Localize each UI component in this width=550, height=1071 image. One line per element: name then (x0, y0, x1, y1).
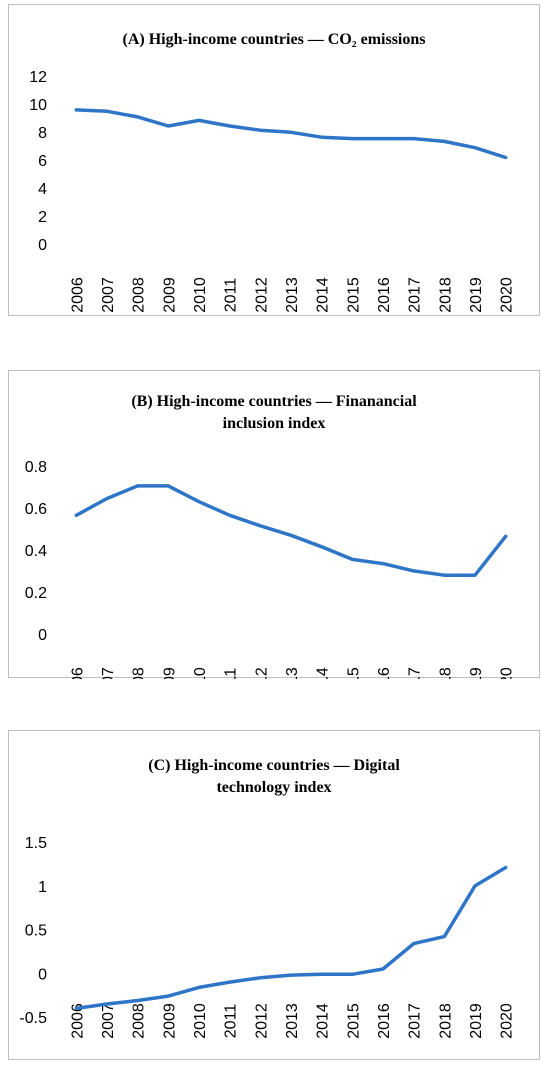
chart-panel-financial-inclusion: (B) High-income countries — Finanancial … (8, 370, 540, 679)
y-tick-label: 0 (38, 966, 47, 983)
y-tick-label: 2 (38, 209, 47, 226)
x-tick-label: 2016 (376, 667, 393, 679)
y-tick-label: 8 (38, 125, 47, 142)
x-tick-label: 2006 (69, 667, 86, 679)
x-tick-label: 2014 (315, 667, 332, 679)
x-tick-label: 2007 (100, 1003, 117, 1039)
chart-plot-financial-inclusion: 0 0.2 0.4 0.6 0.8 2006 2007 2008 2009 2010 2011 201… (25, 459, 516, 679)
x-tick-label: 2020 (499, 1003, 516, 1039)
series-line (74, 484, 508, 577)
x-tick-label: 2011 (223, 1004, 240, 1039)
chart-title-text: (B) High-income countries — Finanancial … (131, 393, 417, 432)
chart-plot-co2: 0 2 4 6 8 10 12 2006 2007 2008 2009 2010 2011 2012 201… (29, 69, 516, 313)
x-tick-label: 2008 (131, 277, 148, 313)
x-tick-label: 2016 (376, 277, 393, 313)
x-tick-label: 2014 (315, 1003, 332, 1039)
x-tick-label: 2014 (315, 277, 332, 313)
chart-title-text: (C) High-income countries — Digital tech… (148, 757, 400, 796)
x-tick-label: 2019 (468, 1003, 485, 1039)
y-tick-label: 1.5 (25, 835, 47, 852)
x-tick-label: 2007 (100, 277, 117, 313)
x-tick-label: 2015 (345, 1003, 362, 1039)
series-line (74, 865, 508, 1011)
chart-title-text: (A) High-income countries — CO₂ emission… (122, 31, 426, 48)
x-tick-label: 2013 (284, 667, 301, 679)
y-tick-label: 0 (38, 237, 47, 254)
y-tick-label: 10 (29, 97, 47, 114)
x-tick-label: 2006 (69, 277, 86, 313)
x-tick-label: 2012 (253, 667, 270, 679)
x-tick-label: 2020 (499, 667, 516, 679)
x-tick-label: 2017 (407, 277, 424, 313)
x-tick-label: 2019 (468, 667, 485, 679)
x-tick-label: 2020 (499, 277, 516, 313)
x-tick-label: 2012 (253, 277, 270, 313)
x-tick-label: 2019 (468, 277, 485, 313)
y-tick-label: 0.2 (25, 585, 47, 602)
x-tick-label: 2006 (69, 1003, 86, 1039)
series-line (74, 108, 508, 160)
chart-panel-digital-technology: (C) High-income countries — Digital tech… (8, 730, 540, 1060)
y-tick-label: 0.4 (25, 543, 47, 560)
y-tick-label: 0.6 (25, 501, 47, 518)
x-tick-label: 2008 (131, 667, 148, 679)
x-tick-label: 2018 (437, 667, 454, 679)
y-tick-label: -0.5 (19, 1010, 47, 1027)
x-tick-label: 2015 (345, 667, 362, 679)
chart-plot-digital-technology: -0.5 0 0.5 1 1.5 2006 2007 2008 2009 2010 2011 2012… (19, 835, 516, 1039)
x-tick-label: 2018 (437, 277, 454, 313)
x-tick-label: 2012 (253, 1003, 270, 1039)
x-tick-label: 2011 (223, 668, 240, 679)
x-tick-label: 2018 (437, 1003, 454, 1039)
x-tick-label: 2009 (161, 277, 178, 313)
x-tick-label: 2009 (161, 667, 178, 679)
x-tick-label: 2010 (192, 1003, 209, 1039)
y-tick-label: 4 (38, 181, 47, 198)
y-tick-label: 0.8 (25, 459, 47, 476)
x-tick-label: 2010 (192, 667, 209, 679)
x-tick-label: 2016 (376, 1003, 393, 1039)
x-tick-label: 2013 (284, 1003, 301, 1039)
x-tick-label: 2010 (192, 277, 209, 313)
x-tick-label: 2013 (284, 277, 301, 313)
chart-panel-co2: (A) High-income countries — CO₂ emission… (8, 4, 540, 316)
x-tick-label: 2007 (100, 667, 117, 679)
x-tick-label: 2017 (407, 1003, 424, 1039)
y-tick-label: 0.5 (25, 923, 47, 940)
chart-title: (B) High-income countries — Finanancial … (9, 391, 539, 435)
x-tick-label: 2017 (407, 667, 424, 679)
x-tick-label: 2009 (161, 1003, 178, 1039)
chart-title: (A) High-income countries — CO₂ emission… (9, 29, 539, 51)
y-tick-label: 0 (38, 627, 47, 644)
y-tick-label: 12 (29, 69, 47, 86)
x-tick-label: 2015 (345, 277, 362, 313)
chart-title: (C) High-income countries — Digital tech… (9, 755, 539, 799)
x-tick-label: 2011 (223, 278, 240, 313)
x-tick-label: 2008 (131, 1003, 148, 1039)
y-tick-label: 6 (38, 153, 47, 170)
y-tick-label: 1 (38, 879, 47, 896)
